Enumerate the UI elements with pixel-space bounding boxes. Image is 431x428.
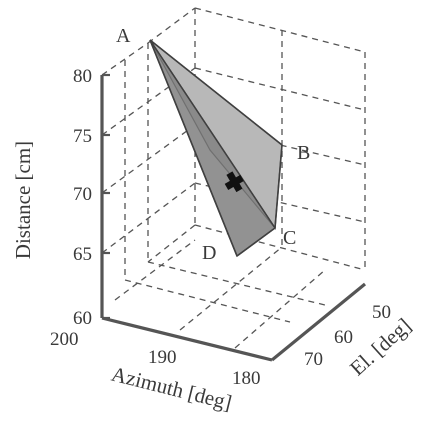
elevation-tick-70: 70 xyxy=(304,349,323,370)
distance-axis-label: Distance [cm] xyxy=(11,141,35,259)
elevation-axis-label: El. [deg] xyxy=(345,313,416,380)
vertex-label-c: C xyxy=(283,227,296,249)
elevation-tick-50: 50 xyxy=(372,302,391,323)
vertex-label-b: B xyxy=(297,142,310,164)
azimuth-tick-200: 200 xyxy=(50,329,79,350)
tetrahedron xyxy=(149,39,283,258)
distance-tick-70: 70 xyxy=(73,184,92,205)
vertex-label-d: D xyxy=(202,242,216,264)
vertex-label-a: A xyxy=(116,25,131,47)
distance-tick-75: 75 xyxy=(73,126,92,147)
distance-tick-80: 80 xyxy=(73,66,92,87)
distance-tick-60: 60 xyxy=(73,308,92,329)
azimuth-axis-label: Azimuth [deg] xyxy=(109,362,234,415)
grid-lines xyxy=(101,7,366,349)
distance-tick-65: 65 xyxy=(73,244,92,265)
elevation-tick-60: 60 xyxy=(334,327,353,348)
cross-marker-icon xyxy=(224,171,244,193)
axes xyxy=(100,73,367,362)
azimuth-tick-180: 180 xyxy=(232,368,261,389)
azimuth-tick-190: 190 xyxy=(148,347,177,368)
